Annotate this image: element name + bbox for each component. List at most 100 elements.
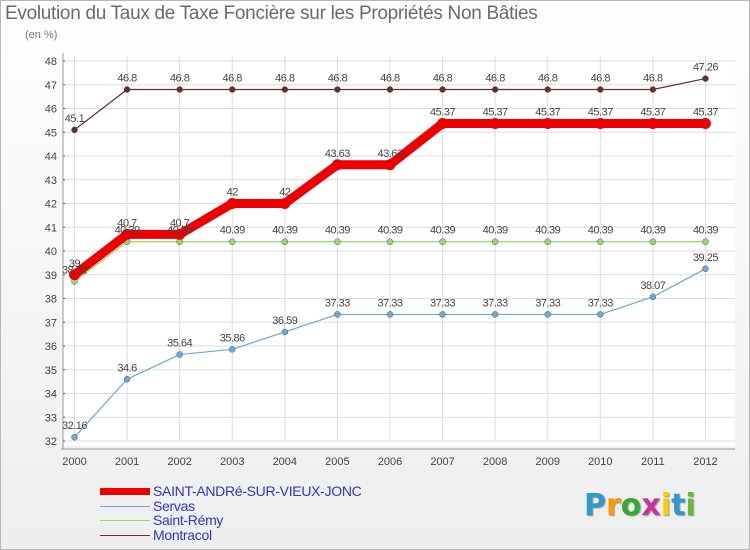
x-tick-label: 2004 xyxy=(273,456,297,468)
y-tick-label: 43 xyxy=(45,175,57,187)
y-tick-label: 33 xyxy=(45,412,57,424)
data-point-servas xyxy=(71,433,78,441)
data-point-saint-andr-sur-vieux-jonc xyxy=(594,117,606,129)
data-point-servas xyxy=(439,311,446,318)
data-point-servas xyxy=(702,265,709,273)
data-label-servas: 37.33 xyxy=(535,297,560,309)
data-label-saint-andr-sur-vieux-jonc: 45.37 xyxy=(588,106,613,118)
data-label-servas: 39.25 xyxy=(693,252,718,264)
data-point-servas xyxy=(176,351,183,358)
x-tick-label: 2006 xyxy=(378,456,402,468)
y-tick-label: 34 xyxy=(45,389,57,401)
data-point-saint-andr-sur-vieux-jonc xyxy=(647,117,659,129)
data-point-saint-andr-sur-vieux-jonc xyxy=(226,198,238,209)
data-label-montracol: 46.8 xyxy=(643,73,663,85)
data-label-montracol: 46.8 xyxy=(591,73,611,85)
data-label-montracol: 47.26 xyxy=(693,62,718,74)
data-point-montracol xyxy=(281,86,289,93)
data-label-saint-andr-sur-vieux-jonc: 43.63 xyxy=(325,148,350,160)
data-point-saint-andr-sur-vieux-jonc xyxy=(699,117,711,129)
y-tick-label: 48 xyxy=(45,56,57,68)
data-label-saint-andr-sur-vieux-jonc: 45.37 xyxy=(483,106,508,118)
data-point-saint-r-my xyxy=(439,238,446,245)
data-point-saint-andr-sur-vieux-jonc xyxy=(489,117,501,129)
logo-letter: r xyxy=(606,488,621,523)
logo-letter: i xyxy=(685,488,696,523)
data-point-servas xyxy=(491,311,499,318)
data-label-montracol: 46.8 xyxy=(275,73,295,85)
y-tick-label: 36 xyxy=(45,341,57,353)
data-point-servas xyxy=(228,346,236,353)
x-tick-label: 2007 xyxy=(430,456,454,468)
y-tick-label: 41 xyxy=(45,222,57,234)
data-point-servas xyxy=(281,328,289,336)
data-label-saint-andr-sur-vieux-jonc: 39 xyxy=(69,258,81,270)
data-label-saint-r-my: 40.39 xyxy=(483,225,508,237)
data-point-saint-r-my xyxy=(386,238,394,245)
legend-label-montracol: Montracol xyxy=(153,526,212,543)
data-label-servas: 36.59 xyxy=(272,315,297,327)
data-label-saint-r-my: 40.39 xyxy=(430,225,455,237)
data-label-montracol: 46.8 xyxy=(170,73,190,85)
y-tick-label: 37 xyxy=(45,317,57,329)
data-label-montracol: 46.8 xyxy=(538,73,558,85)
data-point-saint-r-my xyxy=(491,238,499,245)
data-label-saint-r-my: 38.72 xyxy=(62,264,87,276)
data-point-montracol xyxy=(386,86,394,93)
x-tick-label: 2010 xyxy=(588,456,612,468)
data-label-servas: 37.33 xyxy=(430,297,455,309)
legend-swatch-saint-andre xyxy=(100,488,150,495)
data-label-montracol: 46.8 xyxy=(380,73,400,85)
data-point-saint-andr-sur-vieux-jonc xyxy=(437,117,449,129)
x-tick-label: 2005 xyxy=(325,456,349,468)
y-tick-label: 42 xyxy=(45,199,57,211)
y-tick-label: 44 xyxy=(45,151,57,163)
data-point-saint-r-my xyxy=(702,238,709,245)
logo-letter: x xyxy=(641,488,661,523)
data-point-servas xyxy=(386,311,394,318)
data-point-saint-andr-sur-vieux-jonc xyxy=(121,228,133,240)
x-tick-label: 2009 xyxy=(535,456,559,468)
data-point-montracol xyxy=(544,86,551,93)
data-label-montracol: 46.8 xyxy=(328,73,348,85)
legend-label-servas: Servas xyxy=(153,497,195,514)
data-point-saint-r-my xyxy=(649,238,657,245)
data-label-servas: 37.33 xyxy=(325,297,350,309)
data-label-saint-r-my: 40.39 xyxy=(535,225,560,237)
data-label-saint-r-my: 40.39 xyxy=(325,225,350,237)
proxiti-logo: Proxiti xyxy=(584,488,696,523)
data-point-montracol xyxy=(334,86,341,93)
data-point-saint-r-my xyxy=(281,238,289,245)
data-label-saint-r-my: 40.39 xyxy=(272,225,297,237)
data-label-montracol: 46.8 xyxy=(485,73,505,85)
y-tick-label: 40 xyxy=(45,246,57,258)
data-point-servas xyxy=(649,293,657,301)
data-label-servas: 37.33 xyxy=(483,297,508,309)
data-point-saint-andr-sur-vieux-jonc xyxy=(384,159,396,171)
data-point-montracol xyxy=(649,86,657,93)
data-point-montracol xyxy=(228,86,236,93)
y-tick-label: 32 xyxy=(45,436,57,448)
data-label-saint-andr-sur-vieux-jonc: 45.37 xyxy=(430,106,455,118)
data-label-saint-andr-sur-vieux-jonc: 43.63 xyxy=(377,148,402,160)
data-label-saint-r-my: 40.39 xyxy=(693,225,718,237)
x-tick-label: 2011 xyxy=(641,456,665,468)
data-label-montracol: 45.1 xyxy=(65,113,85,125)
data-label-saint-r-my: 40.39 xyxy=(377,225,402,237)
data-label-montracol: 46.8 xyxy=(223,73,243,85)
data-point-montracol xyxy=(597,86,604,93)
data-point-saint-r-my xyxy=(544,238,551,245)
data-point-montracol xyxy=(439,86,446,93)
data-label-saint-andr-sur-vieux-jonc: 40.7 xyxy=(117,217,137,229)
data-label-saint-r-my: 40.39 xyxy=(588,225,613,237)
logo-letter: P xyxy=(584,488,606,523)
legend-swatch-servas xyxy=(100,505,150,507)
data-label-servas: 37.33 xyxy=(588,297,613,309)
logo-letter: t xyxy=(671,488,686,523)
data-label-saint-r-my: 40.39 xyxy=(220,225,245,237)
y-axis-unit-label: (en %) xyxy=(25,29,58,41)
data-point-saint-r-my xyxy=(334,238,341,245)
data-label-saint-andr-sur-vieux-jonc: 42 xyxy=(279,187,291,199)
y-tick-label: 45 xyxy=(45,127,57,139)
data-point-montracol xyxy=(71,126,78,134)
